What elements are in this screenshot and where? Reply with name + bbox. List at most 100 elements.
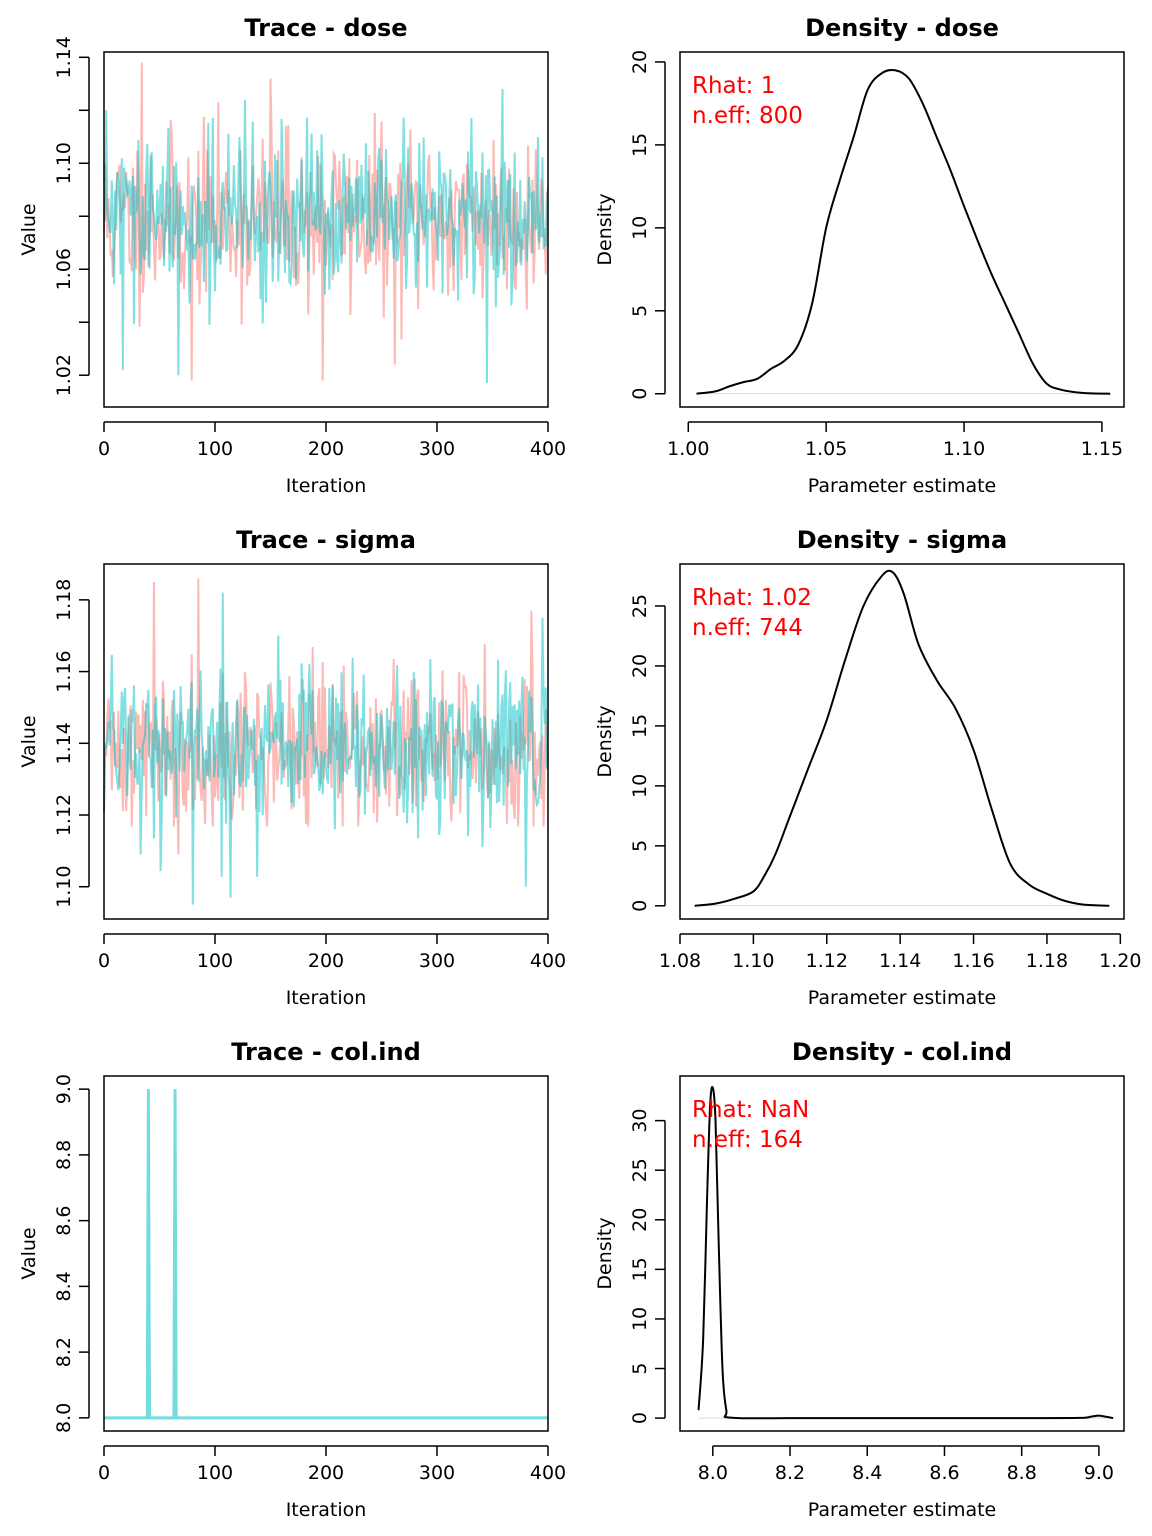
- trace-dose-chain-2-line: [103, 89, 549, 384]
- trace-dose-x-tick-label: 300: [419, 438, 455, 460]
- trace-sigma-title: Trace - sigma: [236, 526, 416, 554]
- density-col-ind-y-tick-label: 25: [629, 1158, 651, 1182]
- trace-sigma-chain-2-line: [103, 592, 549, 905]
- trace-col-ind-y-tick-label: 8.0: [53, 1403, 75, 1433]
- density-sigma-x-tick-label: 1.14: [879, 950, 921, 972]
- trace-col-ind-y-tick-label: 8.4: [53, 1271, 75, 1301]
- trace-sigma-y-tick-label: 1.10: [53, 866, 75, 908]
- density-dose-x-tick-label: 1.00: [667, 438, 709, 460]
- trace-dose-y-tick-label: 1.10: [53, 142, 75, 184]
- density-sigma-density-curve: [694, 569, 1110, 907]
- density-sigma-title: Density - sigma: [797, 526, 1007, 554]
- trace-col-ind-plot: [104, 1089, 548, 1420]
- trace-col-ind-y-tick-label: 8.2: [53, 1337, 75, 1367]
- density-col-ind-x-tick-label: 8.8: [1007, 1462, 1037, 1484]
- density-sigma-xlabel: Parameter estimate: [808, 987, 997, 1009]
- density-col-ind-plot: [697, 1086, 1114, 1420]
- density-dose-title: Density - dose: [805, 14, 999, 42]
- trace-dose-x-tick-label: 100: [197, 438, 233, 460]
- density-sigma-y-tick-label: 25: [629, 594, 651, 618]
- trace-dose-title: Trace - dose: [244, 14, 407, 42]
- density-sigma-x-tick-label: 1.12: [806, 950, 848, 972]
- trace-sigma-y-tick-label: 1.14: [53, 722, 75, 764]
- trace-sigma-y-tick-label: 1.18: [53, 579, 75, 621]
- density-sigma-plot: [694, 569, 1110, 907]
- density-dose-panel: Density - dose Parameter estimate Density 1…: [594, 14, 1125, 497]
- density-sigma-panel: Density - sigma Parameter estimate Density…: [594, 526, 1141, 1009]
- density-col-ind-frame: [679, 1075, 1125, 1432]
- density-col-ind-x-tick-label: 8.4: [852, 1462, 882, 1484]
- density-dose-plot: [696, 68, 1111, 395]
- density-col-ind-annotation-1: Rhat: NaN: [692, 1097, 809, 1123]
- trace-col-ind-y-tick-label: 8.6: [53, 1206, 75, 1236]
- trace-sigma-x-tick-label: 100: [197, 950, 233, 972]
- trace-dose-panel: Trace - dose Iteration Value 0 100 200 300 400 1…: [18, 14, 566, 497]
- density-sigma-y-tick-label: 0: [629, 900, 651, 912]
- density-dose-density-curve: [696, 68, 1111, 395]
- trace-dose-x-tick-label: 0: [98, 438, 110, 460]
- trace-col-ind-y-tick-label: 9.0: [53, 1074, 75, 1104]
- trace-col-ind-x-tick-label: 300: [419, 1462, 455, 1484]
- density-sigma-y-tick-label: 5: [629, 840, 651, 852]
- trace-col-ind-x-tick-label: 100: [197, 1462, 233, 1484]
- density-col-ind-annotation-2: n.eff: 164: [692, 1127, 803, 1153]
- density-sigma-ylabel: Density: [594, 705, 616, 777]
- density-col-ind-x-tick-label: 9.0: [1084, 1462, 1114, 1484]
- density-sigma-x-tick-label: 1.20: [1099, 950, 1141, 972]
- density-dose-y-tick-label: 10: [629, 216, 651, 240]
- trace-sigma-x-tick-label: 200: [308, 950, 344, 972]
- density-dose-x-tick-label: 1.15: [1081, 438, 1123, 460]
- density-sigma-annotation-1: Rhat: 1.02: [692, 585, 812, 611]
- trace-col-ind-x-tick-label: 200: [308, 1462, 344, 1484]
- density-col-ind-y-tick-label: 10: [629, 1307, 651, 1331]
- trace-dose-y-tick-label: 1.14: [53, 36, 75, 78]
- trace-sigma-frame: [103, 563, 549, 920]
- density-dose-frame: [679, 51, 1125, 408]
- density-dose-y-tick-label: 0: [629, 388, 651, 400]
- density-col-ind-y-tick-label: 30: [629, 1109, 651, 1133]
- density-col-ind-density-curve: [697, 1086, 1114, 1420]
- trace-sigma-x-tick-label: 400: [530, 950, 566, 972]
- trace-col-ind-ylabel: Value: [18, 1227, 40, 1279]
- density-sigma-frame: [679, 563, 1125, 920]
- trace-dose-x-tick-label: 400: [530, 438, 566, 460]
- density-col-ind-x-tick-label: 8.0: [698, 1462, 728, 1484]
- trace-dose-xlabel: Iteration: [286, 475, 367, 497]
- density-col-ind-panel: Density - col.ind Parameter estimate Densi…: [594, 1038, 1125, 1521]
- density-sigma-y-tick-label: 10: [629, 774, 651, 798]
- trace-sigma-x-tick-label: 300: [419, 950, 455, 972]
- trace-dose-frame: [103, 51, 549, 408]
- density-dose-xlabel: Parameter estimate: [808, 475, 997, 497]
- trace-col-ind-frame: [103, 1075, 549, 1432]
- density-col-ind-y-tick-label: 0: [629, 1412, 651, 1424]
- density-col-ind-ylabel: Density: [594, 1217, 616, 1289]
- trace-sigma-y-tick-label: 1.12: [53, 794, 75, 836]
- density-sigma-x-tick-label: 1.18: [1026, 950, 1068, 972]
- density-col-ind-y-tick-label: 20: [629, 1208, 651, 1232]
- trace-col-ind-y-tick-label: 8.8: [53, 1140, 75, 1170]
- density-sigma-x-tick-label: 1.10: [732, 950, 774, 972]
- trace-col-ind-x-tick-label: 0: [98, 1462, 110, 1484]
- trace-sigma-y-tick-label: 1.16: [53, 650, 75, 692]
- trace-dose-y-tick-label: 1.02: [53, 354, 75, 396]
- density-col-ind-xlabel: Parameter estimate: [808, 1499, 997, 1521]
- trace-sigma-xlabel: Iteration: [286, 987, 367, 1009]
- trace-dose-ylabel: Value: [18, 203, 40, 255]
- trace-dose-x-tick-label: 200: [308, 438, 344, 460]
- density-sigma-y-tick-label: 20: [629, 654, 651, 678]
- trace-sigma-ylabel: Value: [18, 715, 40, 767]
- density-sigma-y-tick-label: 15: [629, 714, 651, 738]
- trace-sigma-plot: [103, 578, 549, 905]
- density-col-ind-title: Density - col.ind: [792, 1038, 1012, 1066]
- trace-col-ind-panel: Trace - col.ind Iteration Value 0 100 200 300 4…: [18, 1038, 566, 1521]
- trace-col-ind-chain-1-line: [104, 1089, 548, 1420]
- density-dose-x-tick-label: 1.05: [805, 438, 847, 460]
- trace-col-ind-x-tick-label: 400: [530, 1462, 566, 1484]
- density-dose-annotation-2: n.eff: 800: [692, 103, 803, 129]
- density-dose-y-tick-label: 15: [629, 133, 651, 157]
- density-sigma-x-tick-label: 1.16: [952, 950, 994, 972]
- trace-dose-y-tick-label: 1.06: [53, 248, 75, 290]
- density-dose-x-tick-label: 1.10: [943, 438, 985, 460]
- density-dose-y-tick-label: 20: [629, 50, 651, 74]
